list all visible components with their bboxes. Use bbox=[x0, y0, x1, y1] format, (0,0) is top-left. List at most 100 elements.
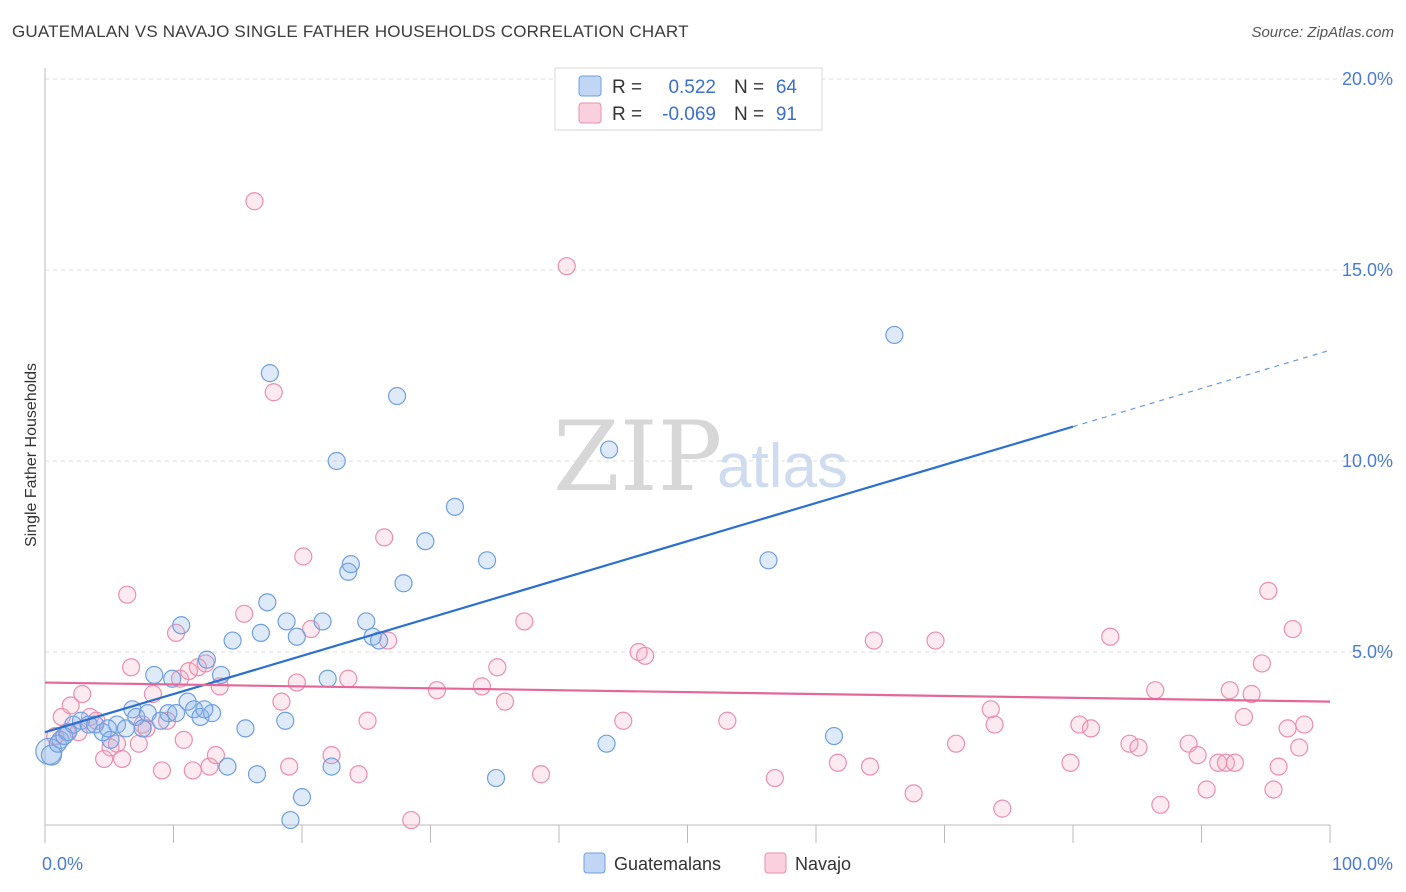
navajo-point bbox=[1061, 753, 1080, 772]
navajo-point bbox=[137, 719, 156, 738]
navajo-point bbox=[1120, 734, 1139, 753]
guatemalan-point bbox=[258, 593, 277, 612]
guatemalan-point bbox=[101, 730, 120, 749]
guatemalan-point bbox=[824, 726, 844, 746]
navajo-point bbox=[61, 696, 80, 715]
navajo-point bbox=[280, 757, 299, 776]
guatemalan-point bbox=[281, 810, 300, 830]
bottom-legend-guatemalans: Guatemalans bbox=[614, 854, 721, 874]
navajo-point bbox=[129, 734, 148, 753]
correlation-legend: R = 0.522 N = 64 R = -0.069 N = 91 bbox=[554, 67, 823, 131]
legend-r-label-1: R = bbox=[612, 77, 642, 98]
x-tick-label-1: 100.0% bbox=[1332, 854, 1393, 874]
guatemalan-point bbox=[107, 715, 127, 734]
navajo-point bbox=[272, 692, 291, 711]
guatemalan-point bbox=[145, 665, 164, 685]
navajo-point bbox=[1188, 746, 1207, 765]
navajo-point bbox=[427, 681, 447, 700]
guatemalan-point bbox=[600, 440, 619, 459]
navajo-point bbox=[112, 749, 132, 769]
navajo-point bbox=[1264, 780, 1283, 799]
guatemalan-points bbox=[35, 325, 904, 830]
guatemalan-point bbox=[159, 704, 178, 723]
watermark-atlas: atlas bbox=[717, 432, 848, 501]
x-tick-labels: 0.0% 100.0% bbox=[42, 854, 1393, 874]
guatemalan-point bbox=[759, 551, 778, 570]
bottom-legend-swatch-navajo bbox=[764, 852, 787, 874]
guatemalan-point bbox=[313, 612, 332, 631]
navajo-point bbox=[1081, 719, 1101, 738]
navajo-point bbox=[1278, 719, 1297, 738]
guatemalan-point bbox=[597, 734, 616, 753]
navajo-point bbox=[358, 711, 377, 730]
navajo-point bbox=[1234, 707, 1254, 727]
navajo-point bbox=[200, 757, 219, 776]
guatemalan-point bbox=[394, 574, 413, 593]
navajo-point bbox=[1129, 738, 1148, 757]
guatemalan-trend-extension bbox=[1072, 349, 1331, 428]
guatemalan-point bbox=[178, 692, 197, 711]
navajo-point bbox=[95, 749, 114, 769]
guatemalan-point bbox=[127, 707, 146, 727]
guatemalan-point bbox=[172, 616, 191, 635]
navajo-point bbox=[339, 669, 358, 688]
navajo-point bbox=[614, 711, 633, 730]
navajo-point bbox=[121, 658, 141, 677]
watermark-zip: ZIP bbox=[553, 401, 722, 513]
navajo-point bbox=[1146, 681, 1165, 700]
navajo-point bbox=[993, 799, 1012, 818]
bottom-legend-swatch-guatemalans bbox=[583, 852, 606, 874]
guatemalan-point bbox=[166, 704, 186, 723]
navajo-point bbox=[1290, 738, 1309, 757]
chart-title: GUATEMALAN VS NAVAJO SINGLE FATHER HOUSE… bbox=[12, 22, 689, 41]
navajo-point bbox=[235, 604, 254, 623]
navajo-point bbox=[488, 658, 507, 677]
guatemalan-point bbox=[197, 650, 217, 669]
guatemalan-point bbox=[486, 768, 506, 788]
navajo-point bbox=[635, 646, 655, 665]
grid-lines bbox=[45, 78, 1365, 653]
guatemalan-point bbox=[416, 532, 435, 551]
navajo-point bbox=[294, 547, 313, 566]
guatemalan-point bbox=[260, 364, 279, 383]
legend-swatch-guatemalans bbox=[578, 75, 602, 97]
navajo-point bbox=[860, 757, 880, 776]
navajo-point bbox=[1295, 715, 1314, 734]
navajo-point bbox=[183, 761, 202, 780]
guatemalan-point bbox=[885, 325, 904, 345]
navajo-point bbox=[287, 673, 306, 692]
navajo-point bbox=[515, 612, 534, 631]
legend-n-label-2: N = bbox=[734, 104, 764, 125]
guatemalan-point bbox=[251, 623, 270, 643]
navajo-point bbox=[981, 700, 1000, 719]
y-tick-label-3: 20.0% bbox=[1342, 69, 1393, 89]
navajo-point bbox=[985, 715, 1004, 734]
navajo-point bbox=[1070, 715, 1089, 734]
guatemalan-point bbox=[163, 669, 182, 688]
legend-n-label-1: N = bbox=[734, 77, 764, 98]
guatemalan-point bbox=[184, 700, 204, 719]
guatemalan-point bbox=[445, 497, 465, 516]
navajo-point bbox=[1225, 753, 1245, 772]
y-tick-label-2: 15.0% bbox=[1342, 260, 1393, 280]
guatemalan-point bbox=[247, 765, 267, 784]
navajo-point bbox=[718, 711, 737, 730]
guatemalan-point bbox=[387, 386, 407, 406]
y-tick-label-1: 10.0% bbox=[1342, 451, 1393, 471]
navajo-point bbox=[375, 528, 394, 547]
guatemalan-point bbox=[218, 757, 237, 776]
navajo-point bbox=[765, 768, 784, 788]
navajo-point bbox=[1269, 757, 1288, 776]
navajo-point bbox=[926, 631, 945, 650]
navajo-point bbox=[1101, 627, 1120, 646]
guatemalan-point bbox=[236, 719, 255, 738]
navajo-point bbox=[1242, 684, 1261, 704]
navajo-point bbox=[1252, 654, 1271, 673]
legend-n-value-1: 64 bbox=[776, 77, 798, 98]
guatemalan-point bbox=[223, 631, 242, 650]
guatemalan-point bbox=[195, 700, 214, 719]
legend-swatch-navajo bbox=[578, 102, 602, 124]
y-tick-label-0: 5.0% bbox=[1352, 642, 1393, 662]
navajo-point bbox=[73, 684, 92, 704]
guatemalan-point bbox=[327, 451, 346, 471]
